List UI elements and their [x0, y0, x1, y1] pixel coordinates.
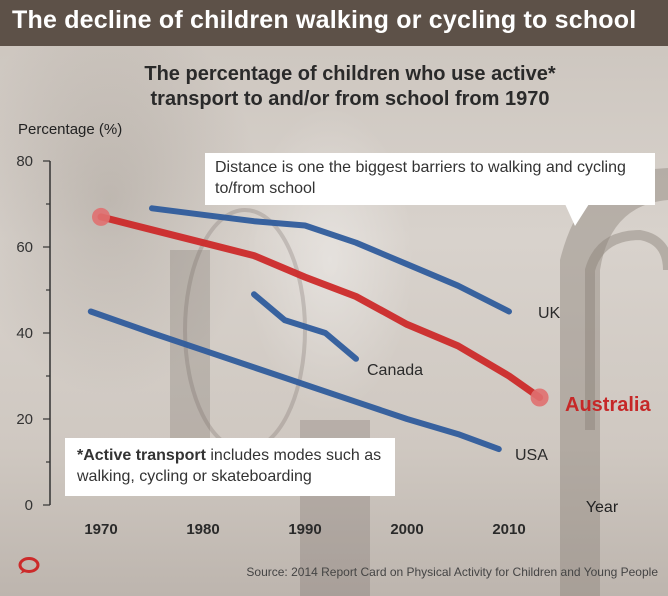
series-label-usa: USA [515, 447, 548, 464]
y-tick-label: 40 [16, 325, 33, 342]
distance-callout: Distance is one the biggest barriers to … [205, 153, 655, 205]
x-tick-label: 2010 [492, 521, 525, 538]
banner-title: The decline of children walking or cycli… [12, 6, 637, 34]
series-label-canada: Canada [367, 362, 423, 379]
active-transport-definition: includes modes such as walking, cycling … [77, 447, 382, 485]
australia-start-marker [92, 207, 110, 226]
chart-labels: 0 20 40 60 80 Percentage (%) 1970 1980 1990 2000 2… [16, 121, 651, 538]
x-tick-label: 1990 [288, 521, 321, 538]
series-line-usa [87, 308, 502, 453]
australia-end-marker [530, 388, 549, 407]
active-transport-term: *Active transport [77, 447, 206, 464]
series-label-australia: Australia [565, 394, 651, 416]
series-line-australia [97, 213, 544, 401]
series-line-canada [251, 291, 359, 362]
series-label-uk: UK [538, 305, 561, 322]
chart-axes [43, 160, 51, 506]
y-tick-label: 0 [25, 497, 33, 514]
y-tick-label: 80 [16, 153, 33, 170]
x-axis-title: Year [586, 499, 619, 516]
x-tick-label: 1970 [84, 521, 117, 538]
series-line-uk [149, 205, 512, 315]
y-axis-title: Percentage (%) [18, 121, 122, 138]
x-tick-label: 1980 [186, 521, 219, 538]
chart-series [87, 205, 549, 453]
source-note: Source: 2014 Report Card on Physical Act… [246, 565, 658, 579]
y-tick-label: 20 [16, 411, 33, 428]
chart-title: The percentage of children who use activ… [144, 63, 556, 110]
banner: The decline of children walking or cycli… [0, 0, 668, 46]
callout-tail [565, 204, 589, 226]
brand-logo-icon [18, 557, 40, 574]
active-transport-note: *Active transport includes modes such as… [65, 438, 395, 496]
y-tick-label: 60 [16, 239, 33, 256]
x-tick-label: 2000 [390, 521, 423, 538]
distance-callout-text: Distance is one the biggest barriers to … [215, 159, 626, 197]
